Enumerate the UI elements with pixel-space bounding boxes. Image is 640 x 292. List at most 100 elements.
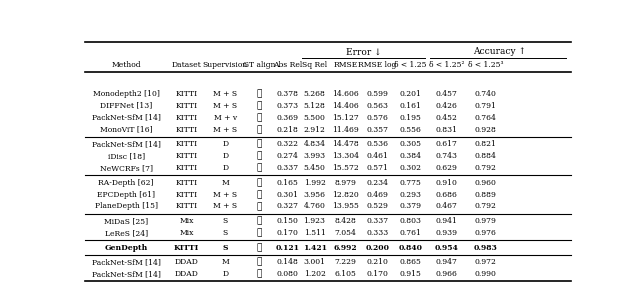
Text: 6.105: 6.105: [335, 270, 356, 278]
Text: 0.821: 0.821: [475, 140, 497, 148]
Text: 0.791: 0.791: [475, 102, 497, 110]
Text: S: S: [223, 244, 228, 252]
Text: 0.954: 0.954: [435, 244, 458, 252]
Text: 0.617: 0.617: [436, 140, 458, 148]
Text: M + S: M + S: [213, 90, 237, 98]
Text: 7.054: 7.054: [335, 229, 356, 237]
Text: KITTI: KITTI: [175, 126, 198, 133]
Text: 0.210: 0.210: [367, 258, 388, 266]
Text: 0.148: 0.148: [276, 258, 298, 266]
Text: ✗: ✗: [257, 190, 262, 199]
Text: ✗: ✗: [257, 243, 262, 252]
Text: 0.426: 0.426: [436, 102, 458, 110]
Text: 0.322: 0.322: [276, 140, 298, 148]
Text: M: M: [221, 179, 229, 187]
Text: KITTI: KITTI: [174, 244, 199, 252]
Text: 0.467: 0.467: [436, 202, 458, 211]
Text: 0.740: 0.740: [475, 90, 497, 98]
Text: DDAD: DDAD: [175, 258, 198, 266]
Text: 0.761: 0.761: [399, 229, 421, 237]
Text: DIFFNet [13]: DIFFNet [13]: [100, 102, 152, 110]
Text: 0.941: 0.941: [436, 217, 458, 225]
Text: 0.966: 0.966: [436, 270, 458, 278]
Text: Sq Rel: Sq Rel: [302, 61, 327, 69]
Text: 0.080: 0.080: [276, 270, 298, 278]
Text: 0.976: 0.976: [475, 229, 497, 237]
Text: KITTI: KITTI: [175, 152, 198, 160]
Text: 0.915: 0.915: [399, 270, 421, 278]
Text: 4.834: 4.834: [303, 140, 326, 148]
Text: Abs Rel: Abs Rel: [273, 61, 302, 69]
Text: 4.760: 4.760: [303, 202, 326, 211]
Text: GT align: GT align: [243, 61, 276, 69]
Text: 0.990: 0.990: [475, 270, 497, 278]
Text: 0.928: 0.928: [475, 126, 497, 133]
Text: iDisc [18]: iDisc [18]: [108, 152, 145, 160]
Text: 14.606: 14.606: [332, 90, 359, 98]
Text: 0.629: 0.629: [436, 164, 458, 172]
Text: M + S: M + S: [213, 102, 237, 110]
Text: PlaneDepth [15]: PlaneDepth [15]: [95, 202, 157, 211]
Text: KITTI: KITTI: [175, 191, 198, 199]
Text: EPCDepth [61]: EPCDepth [61]: [97, 191, 155, 199]
Text: Error ↓: Error ↓: [346, 47, 381, 56]
Text: 0.170: 0.170: [367, 270, 388, 278]
Text: 8.979: 8.979: [335, 179, 356, 187]
Text: 0.379: 0.379: [399, 202, 421, 211]
Text: RA-Depth [62]: RA-Depth [62]: [99, 179, 154, 187]
Text: 0.960: 0.960: [475, 179, 497, 187]
Text: KITTI: KITTI: [175, 114, 198, 122]
Text: Monodepth2 [10]: Monodepth2 [10]: [93, 90, 159, 98]
Text: 11.469: 11.469: [332, 126, 359, 133]
Text: 0.369: 0.369: [276, 114, 298, 122]
Text: GenDepth: GenDepth: [104, 244, 148, 252]
Text: DDAD: DDAD: [175, 270, 198, 278]
Text: 12.820: 12.820: [332, 191, 359, 199]
Text: 0.556: 0.556: [399, 126, 421, 133]
Text: 0.889: 0.889: [475, 191, 497, 199]
Text: 0.165: 0.165: [276, 179, 298, 187]
Text: 1.923: 1.923: [303, 217, 326, 225]
Text: 6.992: 6.992: [333, 244, 357, 252]
Text: M + S: M + S: [213, 126, 237, 133]
Text: 0.865: 0.865: [399, 258, 421, 266]
Text: D: D: [222, 152, 228, 160]
Text: 15.572: 15.572: [332, 164, 359, 172]
Text: 0.576: 0.576: [367, 114, 388, 122]
Text: 0.234: 0.234: [367, 179, 388, 187]
Text: 0.461: 0.461: [367, 152, 388, 160]
Text: 1.992: 1.992: [303, 179, 326, 187]
Text: ✓: ✓: [257, 178, 262, 187]
Text: 5.450: 5.450: [303, 164, 326, 172]
Text: 0.536: 0.536: [367, 140, 388, 148]
Text: 0.301: 0.301: [276, 191, 298, 199]
Text: 0.884: 0.884: [475, 152, 497, 160]
Text: δ < 1.25³: δ < 1.25³: [468, 61, 504, 69]
Text: 8.428: 8.428: [335, 217, 356, 225]
Text: MonoViT [16]: MonoViT [16]: [100, 126, 152, 133]
Text: 14.478: 14.478: [332, 140, 359, 148]
Text: S: S: [223, 217, 228, 225]
Text: δ < 1.25: δ < 1.25: [394, 61, 427, 69]
Text: 0.274: 0.274: [276, 152, 298, 160]
Text: 1.202: 1.202: [303, 270, 326, 278]
Text: M + S: M + S: [213, 202, 237, 211]
Text: D: D: [222, 164, 228, 172]
Text: PackNet-SfM [14]: PackNet-SfM [14]: [92, 140, 161, 148]
Text: MiDaS [25]: MiDaS [25]: [104, 217, 148, 225]
Text: 0.357: 0.357: [367, 126, 388, 133]
Text: 3.001: 3.001: [303, 258, 326, 266]
Text: 0.170: 0.170: [276, 229, 298, 237]
Text: 2.912: 2.912: [303, 126, 326, 133]
Text: 5.128: 5.128: [303, 102, 326, 110]
Text: 0.840: 0.840: [398, 244, 422, 252]
Text: 0.764: 0.764: [475, 114, 497, 122]
Text: PackNet-SfM [14]: PackNet-SfM [14]: [92, 114, 161, 122]
Text: 0.743: 0.743: [436, 152, 458, 160]
Text: ✗: ✗: [257, 270, 262, 279]
Text: ✗: ✗: [257, 140, 262, 149]
Text: 0.457: 0.457: [436, 90, 458, 98]
Text: 0.302: 0.302: [399, 164, 421, 172]
Text: 0.293: 0.293: [399, 191, 421, 199]
Text: KITTI: KITTI: [175, 202, 198, 211]
